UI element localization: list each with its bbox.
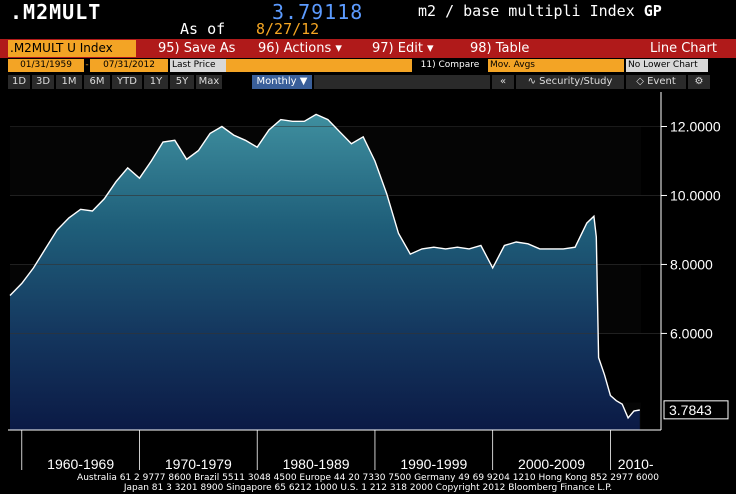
period-button-3d[interactable]: 3D	[32, 75, 54, 89]
period-button-1d[interactable]: 1D	[8, 75, 30, 89]
period-button-max[interactable]: Max	[196, 75, 222, 89]
y-tick-label: 12.0000	[670, 118, 721, 134]
as-of-date: 8/27/12	[256, 20, 320, 38]
security-input[interactable]: .M2MULT U Index	[8, 40, 136, 57]
field-selector[interactable]: Last Price	[170, 59, 226, 72]
current-value: 3.79118	[272, 0, 364, 24]
description-text: m2 / base multipli Index	[418, 2, 635, 20]
table-button[interactable]: 98) Table	[470, 41, 530, 56]
frequency-selector[interactable]: Monthly ▼	[252, 75, 312, 89]
y-tick-label: 8.0000	[670, 256, 713, 272]
last-value-box	[663, 400, 729, 420]
mov-avgs-field[interactable]: Mov. Avgs	[488, 59, 624, 72]
security-study-button[interactable]: ∿ Security/Study	[516, 75, 624, 89]
y-axis-ticks: 12.0000 10.0000 8.0000 6.0000	[661, 118, 721, 341]
collapse-icon[interactable]: «	[492, 75, 514, 89]
x-tick-label: 1990-1999	[400, 456, 467, 472]
function-code: GP	[643, 2, 662, 20]
last-value-marker: 3.7843	[663, 400, 729, 420]
event-button[interactable]: ◇ Event	[626, 75, 686, 89]
last-value-label: 3.7843	[669, 402, 712, 418]
price-line	[9, 113, 640, 420]
compare-button[interactable]: 11) Compare	[412, 59, 488, 72]
study-icon: ∿	[527, 76, 540, 87]
settings-icon[interactable]: ⚙	[688, 75, 710, 89]
security-study-label: Security/Study	[539, 76, 613, 87]
x-tick-label: 2000-2009	[518, 456, 585, 472]
x-tick-label: 1970-1979	[165, 456, 232, 472]
x-axis-ticks: 1960-1969 1970-1979 1980-1989 1990-1999 2000…	[21, 430, 654, 472]
lower-chart-selector[interactable]: No Lower Chart	[626, 59, 708, 72]
price-chart[interactable]: 12.0000 10.0000 8.0000 6.0000 1960-1969 1970…	[0, 92, 736, 472]
period-button-1y[interactable]: 1Y	[144, 75, 168, 89]
y-tick-label: 10.0000	[670, 187, 721, 203]
x-tick-label: 1980-1989	[283, 456, 350, 472]
event-label: Event	[647, 76, 676, 87]
footer-copyright: Japan 81 3 3201 8900 Singapore 65 6212 1…	[123, 483, 613, 493]
edit-menu[interactable]: 97) Edit ▾	[372, 41, 434, 56]
period-button-5y[interactable]: 5Y	[170, 75, 194, 89]
toolbar	[0, 39, 736, 58]
period-button-ytd[interactable]: YTD	[112, 75, 142, 89]
period-button-6m[interactable]: 6M	[84, 75, 110, 89]
as-of-label: As of	[180, 20, 226, 38]
chart-type-selector[interactable]: Line Chart	[650, 41, 717, 56]
period-row-filler	[314, 75, 490, 89]
y-tick-label: 6.0000	[670, 325, 713, 341]
period-button-1m[interactable]: 1M	[56, 75, 82, 89]
date-separator: -	[85, 60, 89, 70]
end-date-field[interactable]: 07/31/2012	[90, 59, 168, 72]
save-as-button[interactable]: 95) Save As	[158, 41, 236, 56]
x-tick-label: 2010-	[618, 456, 654, 472]
security-description: m2 / base multipli Index GP	[418, 2, 662, 20]
area-fill	[10, 114, 640, 431]
ticker-symbol: .M2MULT	[10, 0, 102, 24]
footer-contacts: Australia 61 2 9777 8600 Brazil 5511 304…	[77, 473, 659, 483]
actions-menu[interactable]: 96) Actions ▾	[258, 41, 342, 56]
footer: Australia 61 2 9777 8600 Brazil 5511 304…	[0, 473, 736, 493]
event-icon: ◇	[636, 76, 648, 87]
x-tick-label: 1960-1969	[47, 456, 114, 472]
start-date-field[interactable]: 01/31/1959	[8, 59, 84, 72]
